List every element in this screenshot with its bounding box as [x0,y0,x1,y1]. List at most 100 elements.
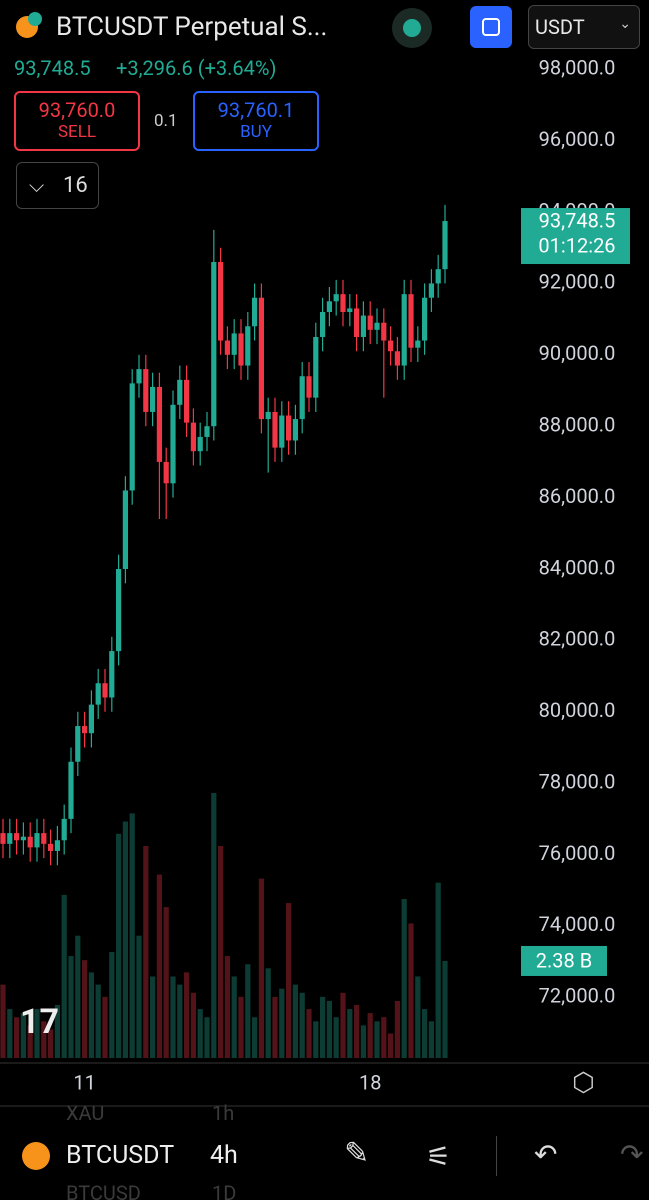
candle-body [7,833,13,844]
candle-body [102,683,108,698]
volume-bar [34,1009,40,1058]
redo[interactable]: ↷ [620,1138,644,1171]
candle-body [388,340,394,352]
quantity[interactable]: 0.1 [154,111,178,131]
chevron: ⌵ [29,173,45,197]
y-tick-label: 76,000.0 [539,841,616,865]
volume-bar [320,996,326,1058]
volume-bar [245,964,251,1058]
candle-body [143,369,149,412]
candle-body [218,262,224,341]
volume-bar [20,1013,26,1058]
y-tick-label: 90,000.0 [539,341,616,365]
candle-body [238,333,244,366]
candle-body [415,340,421,348]
candle-body [197,436,203,452]
volume-bar [109,952,115,1058]
volume-bar [292,984,298,1058]
candle-body [34,833,40,848]
volume-bar [88,972,94,1058]
currency-select[interactable]: USDT ⌄ [528,5,640,49]
volume-bar [190,992,196,1058]
draw-tool[interactable]: ✎ [344,1136,370,1171]
candle-body [48,843,54,851]
candle-body [136,369,142,384]
candle-body [177,379,183,405]
candle-body [88,704,94,734]
candle-body [14,833,20,841]
ghost-text: BTCUSD [66,1181,141,1200]
toolbar-interval[interactable]: 4h [210,1141,238,1170]
volume-bar [204,1017,210,1058]
volume-bar [252,1017,258,1058]
y-tick-label: 74,000.0 [539,912,616,936]
y-tick-label: 80,000.0 [539,698,616,722]
candle-body [306,376,312,398]
volume-bar [75,935,81,1058]
volume-bar [388,1033,394,1058]
candle-body [170,404,176,484]
last-price-label: 93,748.5 [539,208,616,232]
last-price: 93,748.5 [14,56,91,80]
y-tick-label: 92,000.0 [539,270,616,294]
chevron: ⌄ [619,16,631,32]
chart-settings[interactable]: ⬡ [572,1068,595,1098]
countdown: 01:12:26 [538,233,615,257]
volume-bar [61,894,67,1058]
candle-body [401,294,407,366]
candle-body [95,683,101,705]
y-tick-label: 98,000.0 [539,56,616,80]
sell-price: 93,760.0 [38,98,116,122]
volume-bar [299,992,305,1058]
candle-body [408,294,414,348]
candle-body [279,415,285,448]
x-tick-label: 18 [359,1070,381,1094]
layout-button[interactable] [470,6,512,48]
volume-bar [48,1029,54,1058]
y-tick-label: 86,000.0 [539,484,616,508]
settings-tool[interactable]: ⚟ [426,1140,452,1173]
undo[interactable]: ↶ [534,1138,558,1171]
volume-bar [340,992,346,1058]
volume-bar [7,1009,13,1058]
candle-body [27,836,33,848]
volume-bar [116,833,122,1058]
x-tick-label: 11 [73,1070,95,1094]
perp-badge [28,12,42,26]
candle-body [333,294,339,302]
ghost-text: 1D [212,1181,237,1200]
buy-button[interactable]: 93,760.1 BUY [193,91,319,151]
y-tick-label: 78,000.0 [539,769,616,793]
volume-bar [394,1000,400,1058]
indicators-toggle[interactable]: ⌵ 16 [16,162,99,209]
toolbar-symbol[interactable]: BTCUSDT [66,1141,175,1170]
volume-bar [408,923,414,1058]
candle-body [360,315,366,337]
volume-bar [347,1009,353,1058]
candle-body [156,386,162,462]
candle-body [204,426,210,437]
y-tick-label: 82,000.0 [539,627,616,651]
volume-bar [272,996,278,1058]
candle-body [347,308,353,312]
volume-bar [224,956,230,1058]
candle-body [68,761,74,819]
price-change: +3,296.6 (+3.64%) [116,56,277,80]
volume-bar [415,976,421,1058]
candle-body [340,294,346,312]
candle-body [0,833,6,844]
candle-body [422,297,428,341]
candle-body [122,490,128,569]
volume-bar [95,984,101,1058]
volume-bar [374,1021,380,1058]
volume-bar [306,1009,312,1058]
candle-body [54,840,60,851]
volume-bar [367,1013,373,1058]
volume-bar [381,1017,387,1058]
symbol-title[interactable]: BTCUSDT Perpetual S... [56,12,328,42]
candle-body [75,726,81,762]
sell-button[interactable]: 93,760.0 SELL [14,91,140,151]
y-tick-label: 84,000.0 [539,555,616,579]
volume-bar [184,972,190,1058]
